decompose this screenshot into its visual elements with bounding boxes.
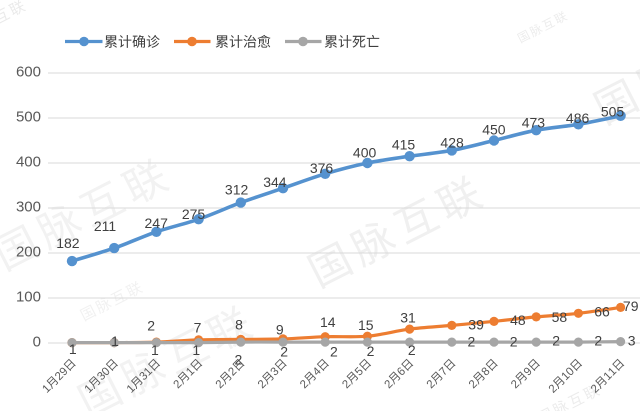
- svg-text:2: 2: [280, 343, 288, 359]
- svg-text:415: 415: [392, 137, 416, 153]
- svg-text:211: 211: [94, 218, 117, 234]
- svg-text:48: 48: [510, 312, 526, 328]
- svg-text:2: 2: [330, 343, 338, 359]
- svg-text:2: 2: [510, 333, 518, 349]
- svg-text:344: 344: [263, 174, 287, 190]
- svg-text:79: 79: [623, 298, 639, 314]
- svg-text:500: 500: [16, 109, 41, 126]
- svg-text:1: 1: [69, 341, 77, 357]
- svg-text:1: 1: [151, 342, 159, 358]
- svg-text:7: 7: [194, 320, 202, 336]
- svg-text:66: 66: [594, 303, 610, 319]
- svg-text:200: 200: [16, 244, 41, 261]
- svg-text:2: 2: [594, 333, 602, 349]
- svg-text:58: 58: [552, 309, 568, 325]
- svg-text:2: 2: [408, 342, 416, 358]
- svg-text:1: 1: [111, 333, 119, 349]
- svg-text:486: 486: [566, 110, 590, 126]
- svg-text:182: 182: [56, 235, 80, 251]
- svg-text:0: 0: [33, 334, 41, 351]
- svg-text:400: 400: [16, 154, 41, 171]
- svg-text:247: 247: [145, 215, 169, 231]
- svg-text:31: 31: [400, 310, 416, 326]
- svg-text:2: 2: [367, 343, 375, 359]
- svg-text:3: 3: [628, 333, 636, 349]
- svg-text:312: 312: [225, 182, 249, 198]
- svg-text:505: 505: [601, 103, 625, 119]
- svg-text:428: 428: [440, 134, 464, 150]
- svg-text:450: 450: [482, 121, 506, 137]
- svg-text:300: 300: [16, 199, 41, 216]
- svg-text:2: 2: [235, 351, 243, 367]
- svg-text:275: 275: [182, 206, 206, 222]
- svg-text:8: 8: [235, 317, 243, 333]
- svg-text:2: 2: [468, 333, 476, 349]
- svg-text:2: 2: [147, 318, 155, 334]
- svg-text:9: 9: [276, 322, 284, 338]
- svg-text:473: 473: [522, 115, 546, 131]
- svg-text:600: 600: [16, 64, 41, 81]
- svg-text:376: 376: [310, 160, 334, 176]
- svg-text:15: 15: [358, 317, 374, 333]
- svg-text:400: 400: [353, 144, 377, 160]
- svg-text:1: 1: [192, 342, 200, 358]
- svg-text:2: 2: [552, 333, 560, 349]
- svg-text:39: 39: [468, 316, 484, 332]
- svg-text:14: 14: [320, 314, 336, 330]
- svg-text:100: 100: [16, 289, 41, 306]
